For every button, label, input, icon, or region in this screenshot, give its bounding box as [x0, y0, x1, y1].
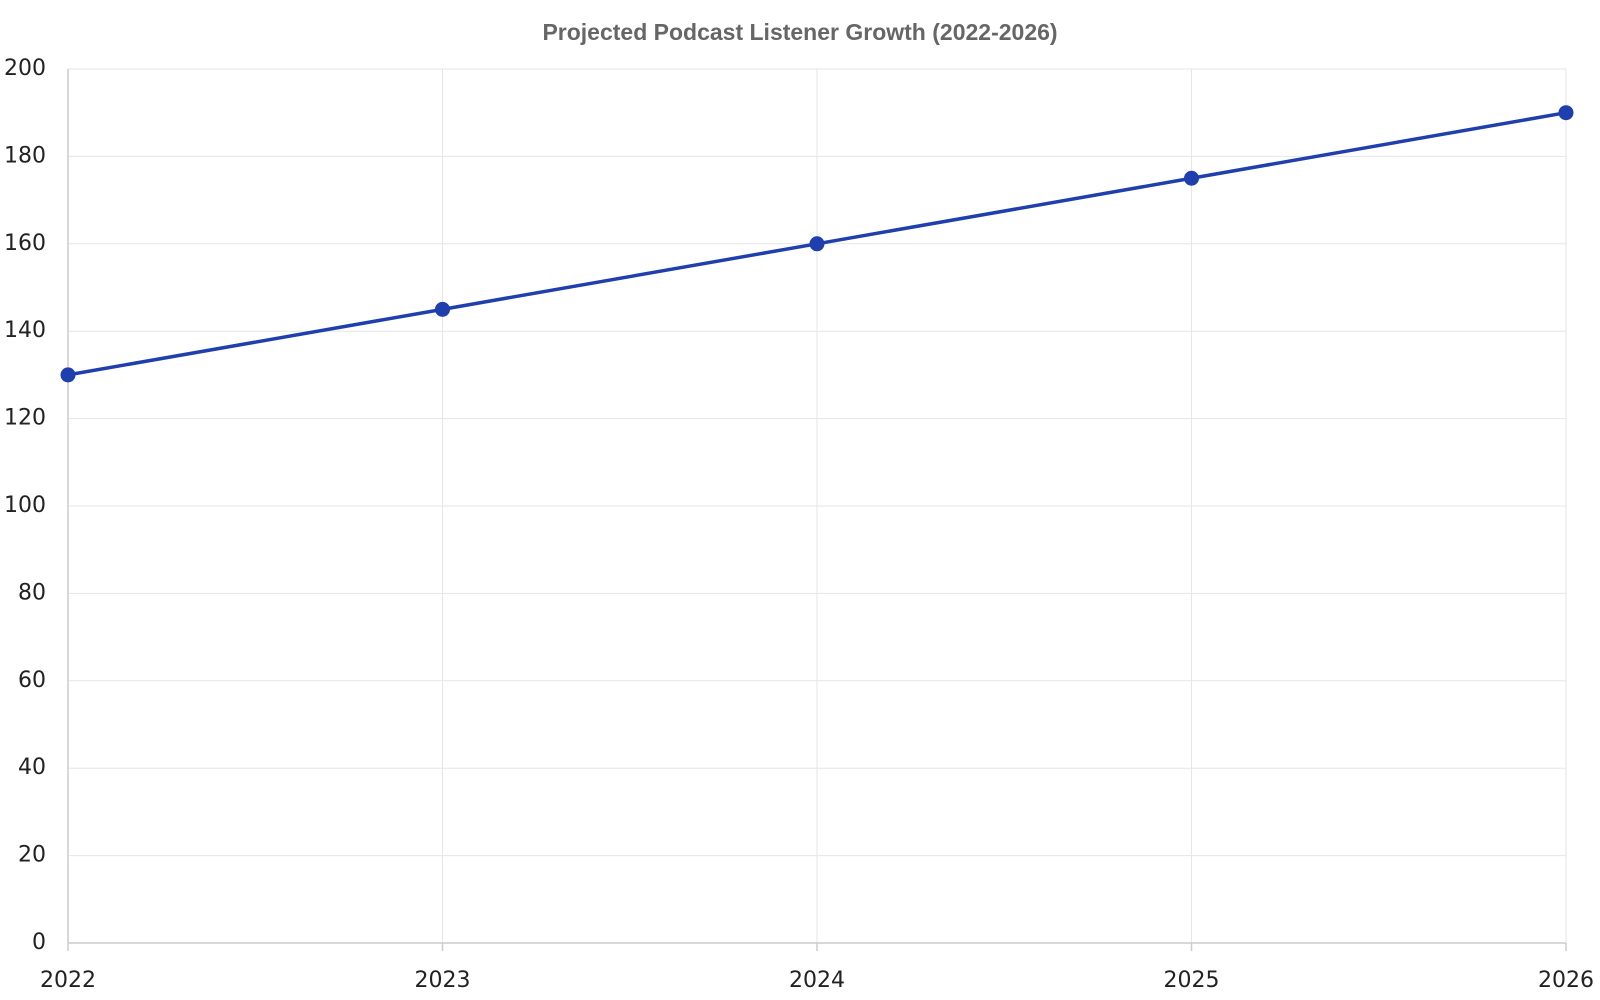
x-tick-label: 2025	[1164, 968, 1220, 993]
x-tick-label: 2026	[1538, 968, 1594, 993]
point	[60, 367, 76, 383]
y-tick-label: 0	[32, 930, 46, 955]
point	[435, 301, 450, 317]
y-tick-label: 160	[4, 231, 46, 256]
y-tick-label: 80	[18, 580, 46, 605]
y-tick-label: 40	[18, 755, 46, 780]
x-tick-label: 2023	[415, 968, 471, 993]
y-tick-label: 140	[4, 318, 46, 343]
chart-title: Projected Podcast Listener Growth (2022-…	[542, 19, 1057, 45]
y-tick-label: 120	[4, 406, 46, 431]
y-tick-label: 180	[4, 143, 46, 168]
y-tick-label: 100	[4, 493, 46, 518]
point	[1558, 105, 1574, 121]
point	[1184, 170, 1199, 186]
x-tick-label: 2024	[789, 968, 845, 993]
x-tick-label: 2022	[40, 968, 96, 993]
y-tick-label: 20	[18, 843, 46, 868]
y-tick-label: 60	[18, 668, 46, 693]
point	[809, 236, 825, 252]
y-tick-label: 200	[4, 56, 46, 81]
